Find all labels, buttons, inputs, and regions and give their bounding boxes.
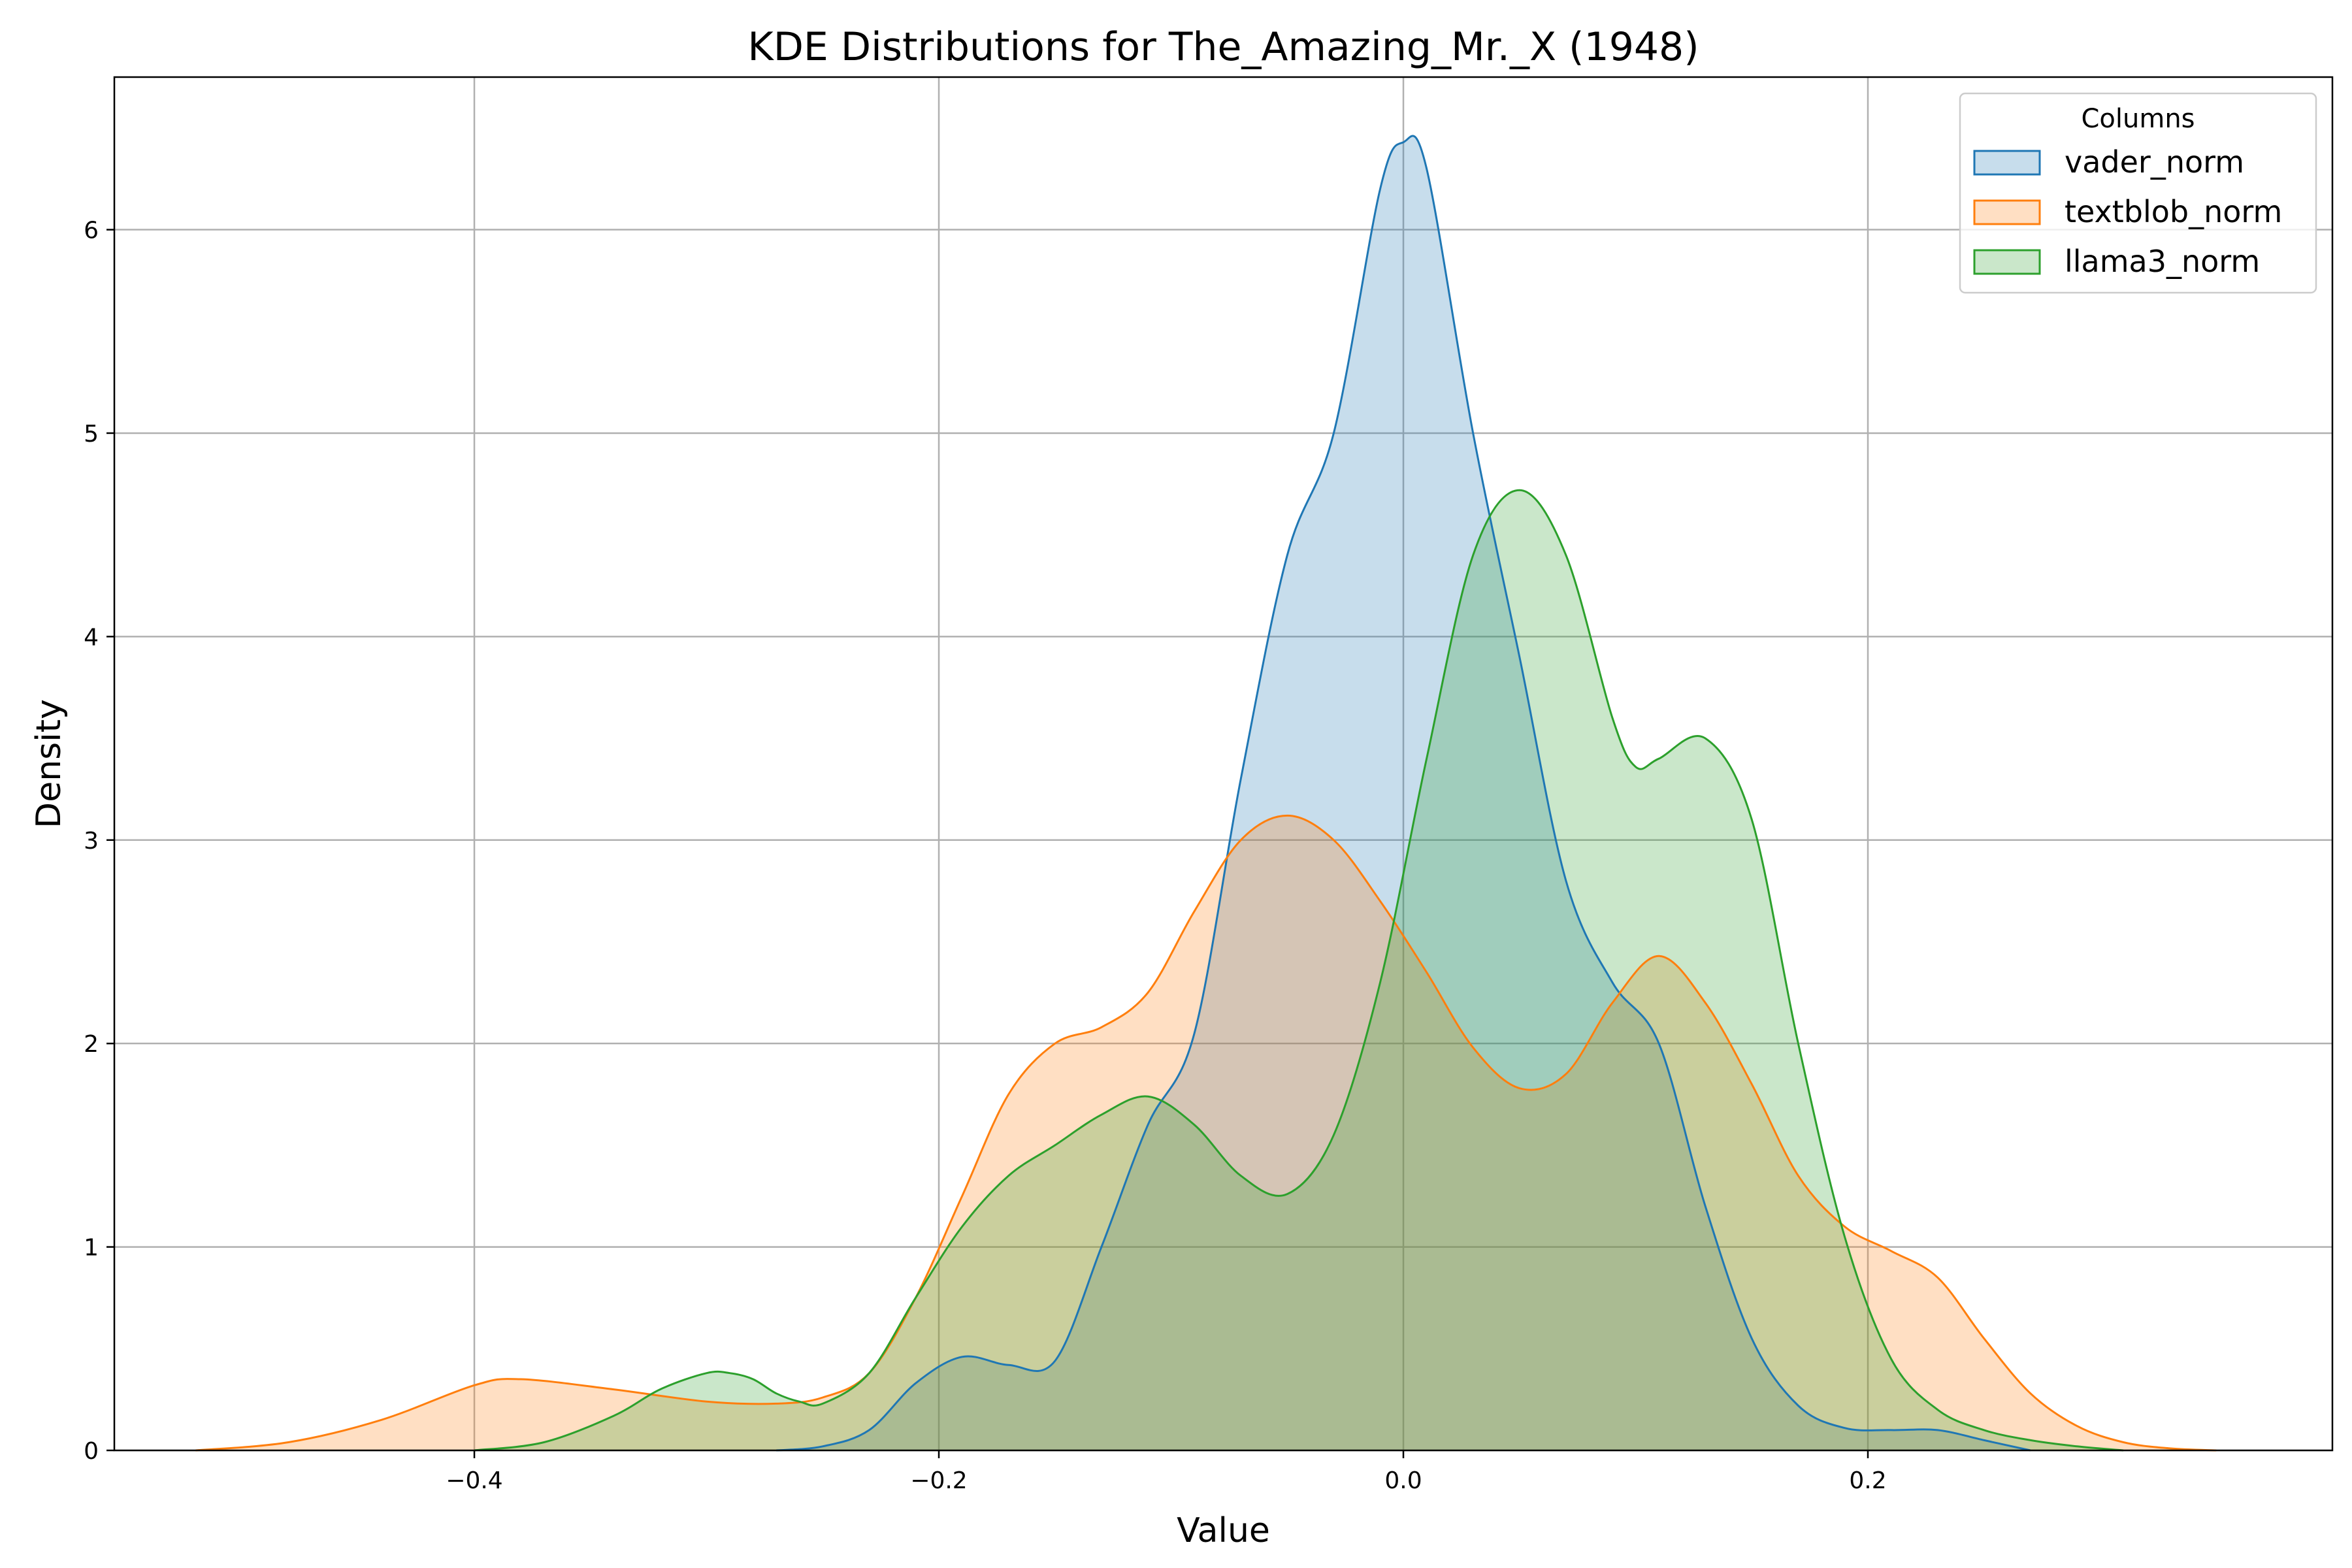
plot-frame: [113, 76, 2334, 1452]
x-tick-label: −0.2: [910, 1467, 967, 1494]
line-vader_norm: [776, 135, 2031, 1452]
legend-label-textblob_norm: textblob_norm: [2065, 194, 2282, 229]
y-tick-label: 4: [84, 624, 99, 651]
line-textblob_norm: [195, 814, 2217, 1452]
y-tick-label: 2: [84, 1031, 99, 1058]
x-tick-label: 0.0: [1384, 1467, 1422, 1494]
x-tick-label: −0.4: [446, 1467, 502, 1494]
x-axis-label: Value: [1177, 1511, 1270, 1550]
legend-swatch-vader_norm: [1973, 150, 2041, 176]
area-textblob_norm: [195, 815, 2217, 1450]
legend-title: Columns: [2081, 104, 2195, 134]
y-tick-label: 3: [84, 828, 99, 855]
legend-box: [1959, 92, 2317, 294]
x-tick-label: 0.2: [1849, 1467, 1886, 1494]
legend-label-vader_norm: vader_norm: [2065, 144, 2244, 180]
area-vader_norm: [776, 135, 2031, 1450]
y-tick-label: 0: [84, 1438, 99, 1465]
line-llama3_norm: [474, 489, 2124, 1452]
y-tick-label: 6: [84, 218, 99, 244]
y-tick-label: 5: [84, 421, 99, 448]
area-llama3_norm: [474, 490, 2124, 1451]
legend-swatch-llama3_norm: [1973, 249, 2041, 275]
y-axis-label: Density: [29, 699, 69, 828]
legend: Columns vader_norm textblob_norm llama3_no…: [1959, 92, 2317, 294]
legend-swatch-textblob_norm: [1973, 199, 2041, 225]
legend-label-llama3_norm: llama3_norm: [2065, 244, 2260, 279]
series-layer: [195, 135, 2217, 1452]
y-tick-label: 1: [84, 1235, 99, 1262]
chart-title: KDE Distributions for The_Amazing_Mr._X …: [747, 24, 1699, 70]
axis-ticks: −0.4 −0.2 0.0 0.2 0 1 2 3 4 5 6: [84, 218, 1887, 1494]
